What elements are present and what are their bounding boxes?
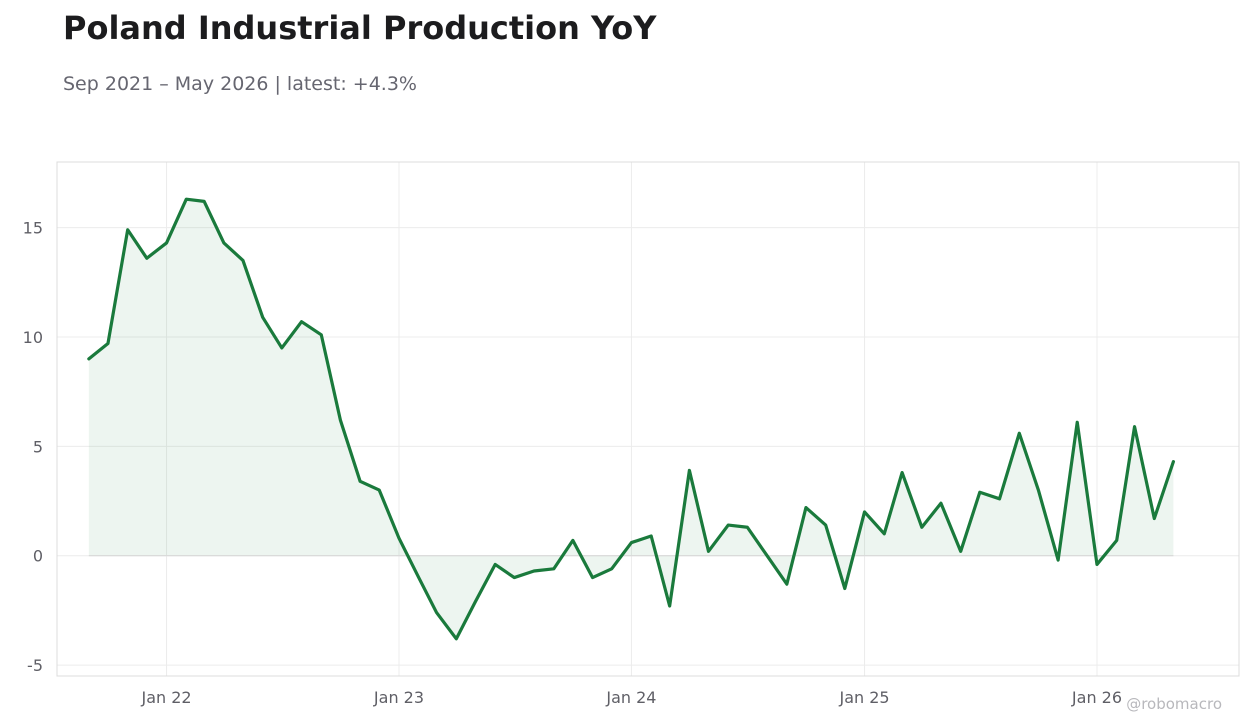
y-tick-label: 0 xyxy=(33,547,43,566)
data-point xyxy=(1017,431,1021,435)
data-point xyxy=(512,576,516,580)
data-point xyxy=(473,600,477,604)
data-point xyxy=(1171,460,1175,464)
data-point xyxy=(435,611,439,615)
series-line xyxy=(87,197,1175,641)
data-point xyxy=(106,342,110,346)
chart-subtitle: Sep 2021 – May 2026 | latest: +4.3% xyxy=(63,73,417,95)
y-tick-label: -5 xyxy=(27,656,43,675)
data-point xyxy=(649,534,653,538)
y-tick-label: 10 xyxy=(23,328,43,347)
data-point xyxy=(959,549,963,553)
data-point xyxy=(454,637,458,641)
y-tick-label: 5 xyxy=(33,437,43,456)
data-point xyxy=(920,525,924,529)
data-point xyxy=(591,576,595,580)
data-point xyxy=(202,199,206,203)
data-point xyxy=(126,228,130,232)
data-point xyxy=(165,241,169,245)
x-tick-label: Jan 22 xyxy=(140,688,191,707)
data-point xyxy=(668,604,672,608)
data-point xyxy=(87,357,91,361)
data-point xyxy=(726,523,730,527)
data-point xyxy=(843,587,847,591)
data-point xyxy=(1056,558,1060,562)
data-point xyxy=(338,418,342,422)
data-point xyxy=(1075,420,1079,424)
x-tick-label: Jan 26 xyxy=(1071,688,1122,707)
data-point xyxy=(241,258,245,262)
data-point xyxy=(184,197,188,201)
series-area xyxy=(88,199,1174,639)
data-point xyxy=(552,567,556,571)
data-point xyxy=(998,497,1002,501)
data-point xyxy=(300,320,304,324)
data-point xyxy=(900,471,904,475)
data-point xyxy=(493,562,497,566)
data-point xyxy=(629,541,633,545)
data-point xyxy=(145,256,149,260)
data-point xyxy=(745,525,749,529)
x-tick-label: Jan 23 xyxy=(373,688,424,707)
data-point xyxy=(222,241,226,245)
data-point xyxy=(261,315,265,319)
x-tick-label: Jan 24 xyxy=(605,688,656,707)
data-point xyxy=(377,488,381,492)
data-point xyxy=(417,576,421,580)
data-point xyxy=(358,479,362,483)
data-point xyxy=(1115,538,1119,542)
data-point xyxy=(319,333,323,337)
data-point xyxy=(804,506,808,510)
data-point xyxy=(785,582,789,586)
data-point xyxy=(882,532,886,536)
data-point xyxy=(280,346,284,350)
x-tick-label: Jan 25 xyxy=(838,688,889,707)
data-point xyxy=(863,510,867,514)
watermark: @robomacro xyxy=(1126,695,1222,713)
data-point xyxy=(532,569,536,573)
data-point xyxy=(610,567,614,571)
data-point xyxy=(1133,425,1137,429)
plot-frame xyxy=(56,161,1240,677)
data-point xyxy=(1152,517,1156,521)
data-point xyxy=(939,501,943,505)
chart-title: Poland Industrial Production YoY xyxy=(63,9,657,47)
data-point xyxy=(687,468,691,472)
data-point xyxy=(1095,562,1099,566)
data-point xyxy=(571,538,575,542)
data-point xyxy=(824,523,828,527)
y-tick-label: 15 xyxy=(23,219,43,238)
data-point xyxy=(978,490,982,494)
data-point xyxy=(397,536,401,540)
data-point xyxy=(1036,488,1040,492)
data-point xyxy=(765,554,769,558)
data-point xyxy=(707,549,711,553)
